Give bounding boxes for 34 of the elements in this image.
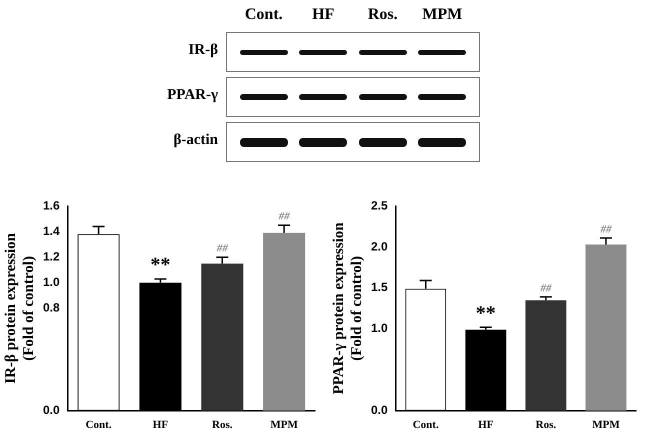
annotation: ** [150, 254, 170, 276]
text: β-actin [172, 132, 218, 149]
x-tick-label: Ros. [212, 419, 233, 432]
x-tick-label: MPM [270, 419, 298, 432]
x-tick-label: HF [478, 419, 494, 432]
text: IR-β [187, 42, 218, 59]
y-tick-label: 1.6 [42, 198, 60, 212]
y-tick-label: 0.8 [42, 300, 60, 315]
x-tick-label: Cont. [412, 419, 439, 432]
y-axis-title: PPAR-γ protein expression (Fold of control) [330, 222, 365, 394]
y-tick-label: 0.0 [370, 403, 388, 418]
annotation: ## [540, 282, 552, 294]
y-tick-label: 1.0 [370, 321, 388, 336]
y-tick-label: 1.2 [42, 250, 60, 264]
y-axis-title: IR-β protein expression (Fold of control) [2, 232, 37, 384]
category-label: MPM [421, 6, 464, 24]
x-tick-label: MPM [592, 419, 620, 432]
y-tick-label: 2.0 [370, 239, 388, 254]
annotation: ## [600, 223, 612, 236]
x-tick-label: Cont. [86, 419, 112, 432]
y-tick-label: 1.0 [42, 275, 60, 290]
category-label: HF [311, 6, 336, 24]
annotation: ** [476, 302, 496, 324]
annotation: ## [278, 210, 290, 223]
y-tick-label: 1.4 [42, 224, 60, 238]
x-tick-label: HF [152, 419, 168, 432]
x-tick-label: Ros. [536, 419, 556, 432]
category-label: Ros. [366, 6, 399, 24]
text: PPAR-γ [166, 87, 218, 104]
annotation: ## [216, 242, 228, 255]
y-tick-label: 1.5 [370, 280, 388, 294]
category-label: Cont. [244, 6, 284, 24]
y-tick-label: 0.0 [42, 403, 60, 418]
y-tick-label: 2.5 [370, 198, 388, 212]
